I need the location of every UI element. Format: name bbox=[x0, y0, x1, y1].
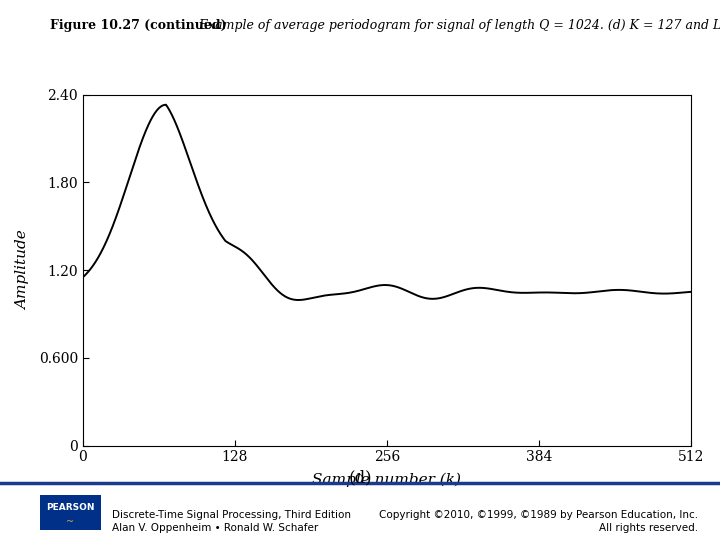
Text: (d): (d) bbox=[348, 469, 372, 487]
Text: PEARSON: PEARSON bbox=[46, 503, 94, 512]
Text: Alan V. Oppenheim • Ronald W. Schafer: Alan V. Oppenheim • Ronald W. Schafer bbox=[112, 523, 318, 533]
X-axis label: Sample number (k): Sample number (k) bbox=[312, 472, 462, 487]
Y-axis label: Amplitude: Amplitude bbox=[17, 230, 30, 310]
Text: All rights reserved.: All rights reserved. bbox=[599, 523, 698, 533]
Text: Figure 10.27 (continued): Figure 10.27 (continued) bbox=[50, 19, 227, 32]
Text: Discrete-Time Signal Processing, Third Edition: Discrete-Time Signal Processing, Third E… bbox=[112, 510, 351, 521]
Text: Example of average periodogram for signal of length Q = 1024. (d) K = 127 and L : Example of average periodogram for signa… bbox=[191, 19, 720, 32]
Text: Copyright ©2010, ©1999, ©1989 by Pearson Education, Inc.: Copyright ©2010, ©1999, ©1989 by Pearson… bbox=[379, 510, 698, 521]
Text: ~: ~ bbox=[66, 516, 74, 526]
